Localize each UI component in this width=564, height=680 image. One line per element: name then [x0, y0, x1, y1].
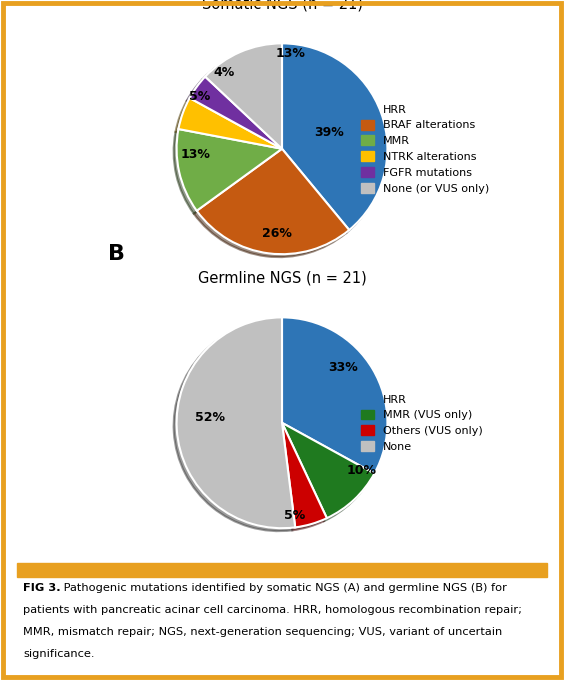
- Text: 4%: 4%: [213, 67, 235, 80]
- Text: 52%: 52%: [195, 411, 225, 424]
- Text: FIG 3.: FIG 3.: [23, 583, 61, 593]
- Text: patients with pancreatic acinar cell carcinoma. HRR, homologous recombination re: patients with pancreatic acinar cell car…: [23, 605, 522, 615]
- Bar: [17, 563, 547, 577]
- Wedge shape: [178, 98, 282, 149]
- Wedge shape: [282, 423, 327, 528]
- Wedge shape: [205, 44, 282, 149]
- Wedge shape: [282, 44, 387, 230]
- Wedge shape: [282, 423, 374, 518]
- Title: Somatic NGS (n = 21): Somatic NGS (n = 21): [201, 0, 363, 12]
- Text: Pathogenic mutations identified by somatic NGS (A) and germline NGS (B) for: Pathogenic mutations identified by somat…: [60, 583, 507, 593]
- Text: 5%: 5%: [284, 509, 305, 522]
- Text: 39%: 39%: [315, 126, 344, 139]
- Text: 33%: 33%: [328, 362, 358, 375]
- Text: 10%: 10%: [346, 464, 376, 477]
- Wedge shape: [282, 318, 387, 473]
- Text: 26%: 26%: [262, 226, 292, 239]
- Wedge shape: [177, 129, 282, 211]
- Wedge shape: [177, 318, 295, 528]
- Legend: HRR, BRAF alterations, MMR, NTRK alterations, FGFR mutations, None (or VUS only): HRR, BRAF alterations, MMR, NTRK alterat…: [356, 99, 494, 198]
- Title: Germline NGS (n = 21): Germline NGS (n = 21): [197, 271, 367, 286]
- Text: significance.: significance.: [23, 649, 95, 659]
- Text: 13%: 13%: [275, 48, 305, 61]
- Text: 13%: 13%: [180, 148, 210, 160]
- Legend: HRR, MMR (VUS only), Others (VUS only), None: HRR, MMR (VUS only), Others (VUS only), …: [356, 389, 487, 456]
- Wedge shape: [190, 77, 282, 149]
- Wedge shape: [197, 149, 349, 254]
- Text: B: B: [108, 243, 125, 264]
- Text: MMR, mismatch repair; NGS, next-generation sequencing; VUS, variant of uncertain: MMR, mismatch repair; NGS, next-generati…: [23, 627, 503, 637]
- Text: 5%: 5%: [189, 90, 210, 103]
